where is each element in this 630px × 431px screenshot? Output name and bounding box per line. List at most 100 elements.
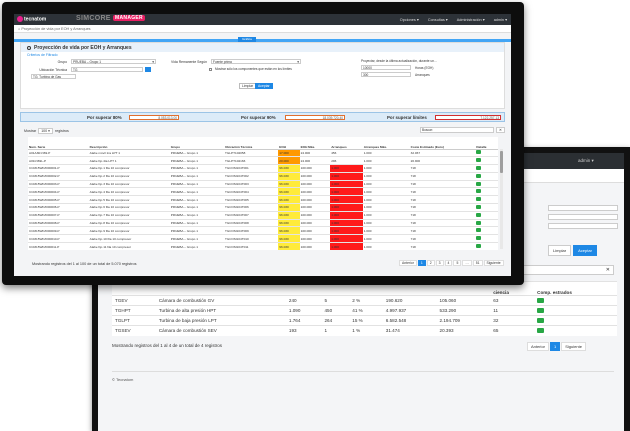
- cell-serie: CCM15WFZ000004-P: [28, 187, 89, 196]
- row-desc: Turbina de alta presión HPT: [155, 305, 286, 316]
- nav-queries[interactable]: Consultas ▾: [427, 18, 448, 22]
- cell-grupo: PRUEBA – Grupo 1: [169, 210, 225, 220]
- back-copyright: © Tecnatom: [112, 377, 134, 382]
- row-desc: Cámara de combustión GV: [155, 295, 286, 306]
- page-button[interactable]: 3: [435, 260, 444, 266]
- cell-arr: 1.000: [330, 210, 363, 220]
- group-select[interactable]: PRUEBA – Grupo 1: [71, 59, 156, 64]
- back-next-button[interactable]: Siguiente: [561, 342, 586, 351]
- detail-button[interactable]: [476, 236, 482, 241]
- accept-button[interactable]: Aceptar: [255, 83, 273, 89]
- nav-admin[interactable]: Administración ▾: [456, 18, 485, 22]
- page-button[interactable]: 2: [426, 260, 435, 266]
- ubic-input[interactable]: TG: [71, 67, 143, 72]
- detail-button[interactable]: [476, 197, 482, 202]
- cell-eohmax: 100.000: [299, 195, 331, 204]
- cell-grupo: PRUEBA – Grupo 1: [169, 156, 225, 165]
- column-header[interactable]: Coste Estimado (Euro): [409, 137, 476, 150]
- back-extra-field[interactable]: [548, 223, 618, 229]
- detail-button[interactable]: [537, 297, 545, 303]
- graph-tab[interactable]: Gráfica: [238, 37, 256, 42]
- column-header[interactable]: Arranques: [330, 137, 363, 150]
- back-prev-button[interactable]: Anterior: [527, 342, 550, 351]
- cell-detail: [475, 210, 498, 220]
- detail-button[interactable]: [537, 327, 545, 333]
- detail-button[interactable]: [476, 204, 482, 209]
- page-size-select[interactable]: 100 ▾: [38, 128, 53, 134]
- page-button[interactable]: Siguiente: [483, 260, 504, 266]
- column-header[interactable]: Num. Serie: [28, 137, 89, 150]
- back-accept-button[interactable]: Aceptar: [573, 245, 597, 256]
- cell-ubic: TGCOM104T008: [224, 218, 279, 227]
- column-header[interactable]: Ubicación Técnica: [224, 137, 279, 150]
- nav-options[interactable]: Opciones ▾: [399, 18, 419, 22]
- back-nav-user-menu[interactable]: admin ▾: [578, 158, 594, 163]
- page-button[interactable]: 1: [417, 260, 426, 266]
- company-logo: tecnatom: [17, 16, 46, 22]
- back-clear-icon[interactable]: ✕: [605, 267, 610, 273]
- detail-button[interactable]: [537, 317, 545, 323]
- detail-button[interactable]: [476, 220, 482, 225]
- page-button[interactable]: …: [462, 260, 472, 266]
- detail-button[interactable]: [476, 244, 482, 249]
- detail-button[interactable]: [476, 158, 482, 163]
- search-input[interactable]: Buscar:: [420, 127, 494, 133]
- limits-checkbox[interactable]: [209, 68, 212, 71]
- back-starts-field[interactable]: [548, 214, 618, 220]
- back-eoh-field[interactable]: [548, 205, 618, 211]
- table-controls: Mostrar 100 ▾ registros Buscar: ✕: [20, 127, 505, 134]
- scrollbar-thumb[interactable]: [500, 151, 503, 173]
- page-button[interactable]: 4: [444, 260, 453, 266]
- table-scrollbar[interactable]: [500, 149, 503, 249]
- cell-arrmax: 1.000: [362, 179, 410, 188]
- back-search-input[interactable]: ✕: [514, 265, 614, 275]
- back-col-action[interactable]: Comp. estrados: [534, 281, 617, 296]
- back-clean-button[interactable]: Limpiar: [548, 245, 572, 256]
- detail-button[interactable]: [476, 181, 482, 186]
- detail-button[interactable]: [537, 307, 545, 313]
- code-field[interactable]: TG: Turbina de Gas: [31, 74, 76, 79]
- cell-ubic: TGCOM104T009: [224, 226, 279, 235]
- app-brand[interactable]: SIMCORE MANAGER: [76, 15, 145, 22]
- column-header[interactable]: Arranques Máx.: [362, 137, 410, 150]
- page-button[interactable]: Anterior: [399, 260, 417, 266]
- row-action: [534, 305, 617, 316]
- column-header[interactable]: EOH Máx.: [299, 137, 331, 150]
- column-header[interactable]: EOH: [278, 137, 300, 150]
- clean-button[interactable]: Limpiar: [239, 83, 257, 89]
- ubic-label: Ubicación Técnica: [39, 68, 67, 72]
- cell-arr: 1.000: [330, 218, 363, 227]
- detail-button[interactable]: [476, 150, 482, 155]
- pct90-label: Por superar 90%: [241, 115, 276, 120]
- detail-button[interactable]: [476, 212, 482, 217]
- row-pct: 1 %: [349, 325, 383, 336]
- front-screen: tecnatom SIMCORE MANAGER Opciones ▾ Cons…: [14, 14, 511, 276]
- search-icon[interactable]: [145, 67, 151, 72]
- detail-button[interactable]: [476, 173, 482, 178]
- table-row: TGSEV Cámara de combustión SEV 193 1 1 %…: [112, 325, 617, 336]
- column-header[interactable]: Detalle: [475, 137, 498, 150]
- nav-user[interactable]: admin ▾: [493, 18, 507, 22]
- page-button[interactable]: 5: [453, 260, 462, 266]
- page-button[interactable]: 51: [472, 260, 483, 266]
- clear-search-icon[interactable]: ✕: [496, 127, 505, 133]
- back-projection-fields: [548, 205, 618, 232]
- row-value: 240: [285, 295, 322, 306]
- detail-button[interactable]: [476, 165, 482, 170]
- back-page-button[interactable]: 1: [550, 342, 561, 351]
- cell-ubic: TGLPT104058: [224, 148, 279, 157]
- base-select[interactable]: Fuente prima: [211, 59, 301, 64]
- starts-input[interactable]: 300: [361, 72, 411, 77]
- criteria-toggle[interactable]: Criterios de Filtrado: [27, 53, 58, 57]
- detail-button[interactable]: [476, 228, 482, 233]
- cell-eoh: 96.030: [278, 179, 300, 188]
- projection-label: Proyectar, desde la última actualización…: [361, 59, 437, 63]
- column-header[interactable]: Descripción: [88, 137, 170, 150]
- row-value: 105.060: [436, 295, 491, 306]
- cell-serie: CCM15WFZ000011-P: [28, 242, 89, 250]
- column-header[interactable]: Grupo: [169, 137, 225, 150]
- cell-eoh: 96.030: [278, 210, 300, 220]
- detail-button[interactable]: [476, 189, 482, 194]
- home-icon[interactable]: ⌂: [18, 27, 21, 31]
- eoh-input[interactable]: 10000: [361, 65, 411, 70]
